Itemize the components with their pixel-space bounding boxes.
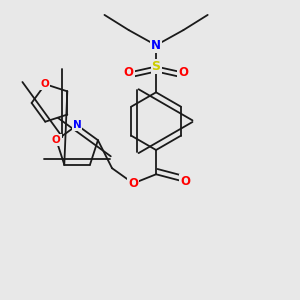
Text: O: O bbox=[180, 176, 190, 188]
Text: N: N bbox=[151, 39, 161, 52]
Text: N: N bbox=[73, 120, 82, 130]
Text: O: O bbox=[124, 66, 134, 79]
Text: S: S bbox=[152, 60, 160, 73]
Text: O: O bbox=[178, 66, 188, 79]
Text: O: O bbox=[52, 135, 61, 145]
Text: O: O bbox=[41, 79, 50, 89]
Text: O: O bbox=[128, 177, 138, 190]
